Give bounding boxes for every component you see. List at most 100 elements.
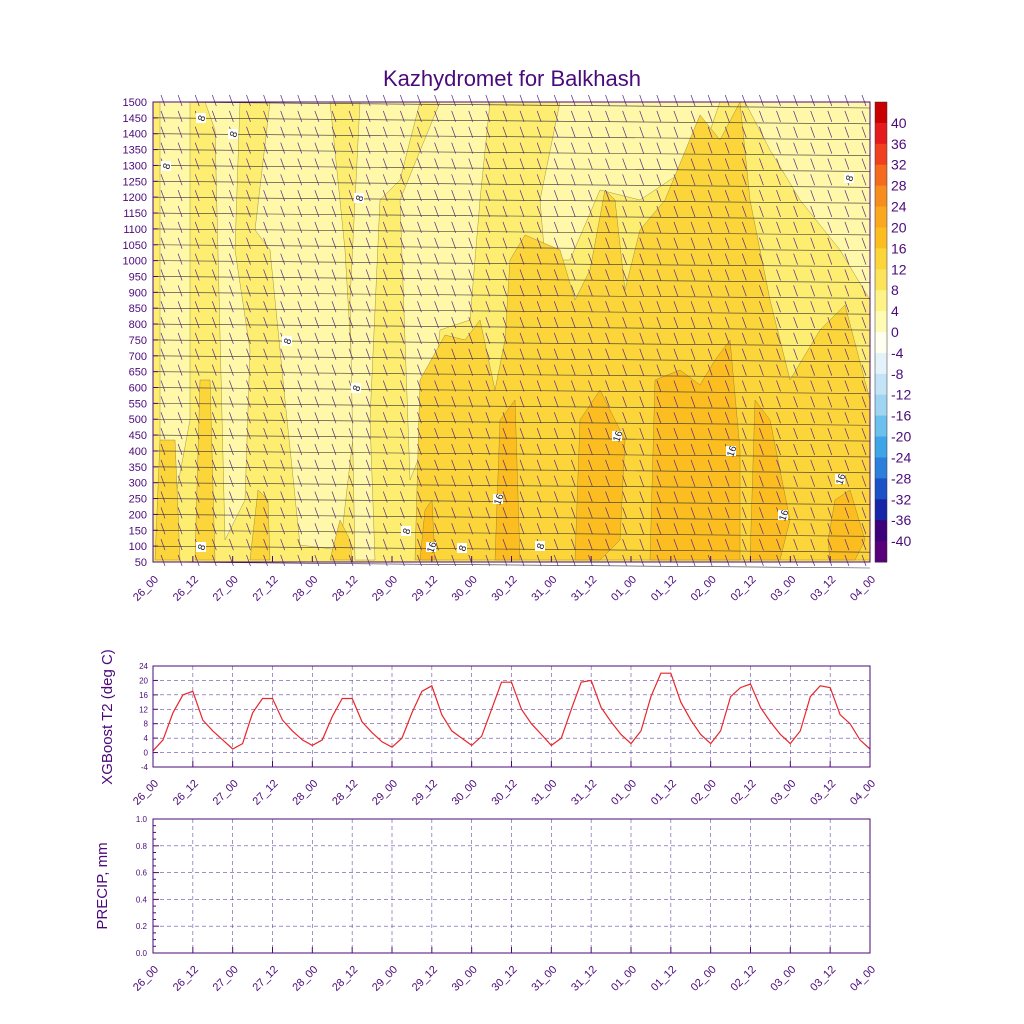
colorbar-label: 36 xyxy=(891,136,907,152)
wind-barb xyxy=(348,396,354,408)
wind-barb xyxy=(827,348,833,360)
wind-barb xyxy=(331,285,337,297)
wind-barb xyxy=(468,142,474,154)
y-tick-label: 550 xyxy=(129,398,147,410)
wind-barb xyxy=(810,110,816,122)
wind-barb xyxy=(382,475,388,487)
wind-barb xyxy=(314,301,320,313)
wind-barb xyxy=(382,174,388,186)
x-tick-label: 27_12 xyxy=(251,964,281,994)
wind-barb xyxy=(365,396,371,408)
wind-barb xyxy=(639,126,645,138)
colorbar-label: 8 xyxy=(891,282,899,298)
wind-barb xyxy=(348,205,354,218)
wind-barb xyxy=(639,110,645,122)
wind-barb xyxy=(810,190,816,202)
wind-barb xyxy=(331,126,337,138)
colorbar-label: 32 xyxy=(891,157,907,173)
contour-label: 16 xyxy=(777,508,791,523)
wind-barb xyxy=(400,301,405,313)
wind-barb xyxy=(468,427,474,440)
wind-barb xyxy=(673,364,679,376)
wind-barb xyxy=(724,301,730,313)
wind-barb xyxy=(348,237,354,249)
wind-barb xyxy=(588,94,593,107)
wind-barb xyxy=(741,491,747,503)
wind-barb xyxy=(229,364,234,376)
wind-barb xyxy=(622,158,627,170)
wind-barb xyxy=(656,380,662,392)
wind-barb xyxy=(844,126,850,138)
wind-barb xyxy=(707,459,713,471)
wind-barb xyxy=(160,174,166,186)
wind-barb xyxy=(468,348,474,360)
wind-barb xyxy=(177,158,183,170)
wind-barb xyxy=(177,142,183,154)
wind-barb xyxy=(656,190,662,202)
wind-barb xyxy=(314,523,320,535)
wind-barb xyxy=(331,443,337,456)
wind-barb xyxy=(382,554,388,567)
wind-barb xyxy=(502,94,508,107)
wind-barb xyxy=(485,285,491,297)
wind-barb xyxy=(502,475,508,487)
wind-barb xyxy=(519,285,525,297)
wind-barb xyxy=(673,253,679,265)
wind-barb xyxy=(656,348,662,360)
wind-barb xyxy=(280,348,286,360)
wind-barb xyxy=(571,396,576,408)
wind-barb xyxy=(331,158,337,170)
wind-barb xyxy=(810,539,816,551)
wind-barb xyxy=(297,554,303,567)
wind-barb xyxy=(741,507,747,519)
wind-barb xyxy=(365,110,371,122)
wind-barb xyxy=(861,443,867,456)
wind-barb xyxy=(707,554,713,567)
wind-barb xyxy=(365,539,371,551)
wind-barb xyxy=(297,301,303,313)
wind-barb xyxy=(622,190,627,202)
wind-barb xyxy=(417,316,422,329)
wind-barb xyxy=(776,190,781,202)
y-tick-label: 0.8 xyxy=(136,842,148,851)
wind-barb xyxy=(707,269,713,281)
wind-barb xyxy=(588,380,593,392)
wind-barb xyxy=(810,142,816,154)
wind-barb xyxy=(519,507,525,519)
wind-barb xyxy=(759,459,764,471)
wind-barb xyxy=(571,205,576,218)
wind-barb xyxy=(246,126,251,138)
wind-barb xyxy=(400,332,405,345)
wind-barb xyxy=(759,174,764,186)
wind-barb xyxy=(707,221,713,234)
wind-barb xyxy=(793,443,798,456)
wind-barb xyxy=(536,205,542,218)
y-tick-label: 850 xyxy=(129,303,147,315)
wind-barb xyxy=(314,539,320,551)
wind-barb xyxy=(365,126,371,138)
wind-barb xyxy=(724,554,730,567)
wind-barb xyxy=(280,205,286,218)
wind-barb xyxy=(502,491,508,503)
y-tick-label: 1100 xyxy=(123,224,147,236)
wind-barb xyxy=(348,316,354,329)
y-tick-label: 1000 xyxy=(123,256,147,268)
fill-band-4-8 xyxy=(204,101,251,541)
colorbar-swatch xyxy=(875,415,887,438)
wind-barb xyxy=(571,237,576,249)
wind-barb xyxy=(724,475,730,487)
wind-barb xyxy=(451,380,456,392)
wind-barb xyxy=(656,205,662,218)
wind-barb xyxy=(417,459,422,471)
wind-barb xyxy=(314,110,320,122)
colorbar-swatch xyxy=(875,373,887,396)
wind-barb xyxy=(622,94,627,107)
wind-barb xyxy=(707,348,713,360)
temperature-fill xyxy=(153,101,871,562)
wind-barb xyxy=(263,459,268,471)
wind-barb xyxy=(365,427,371,440)
wind-barb xyxy=(177,126,183,138)
wind-barb xyxy=(553,507,559,519)
wind-barb xyxy=(502,554,508,567)
wind-barb xyxy=(588,158,593,170)
